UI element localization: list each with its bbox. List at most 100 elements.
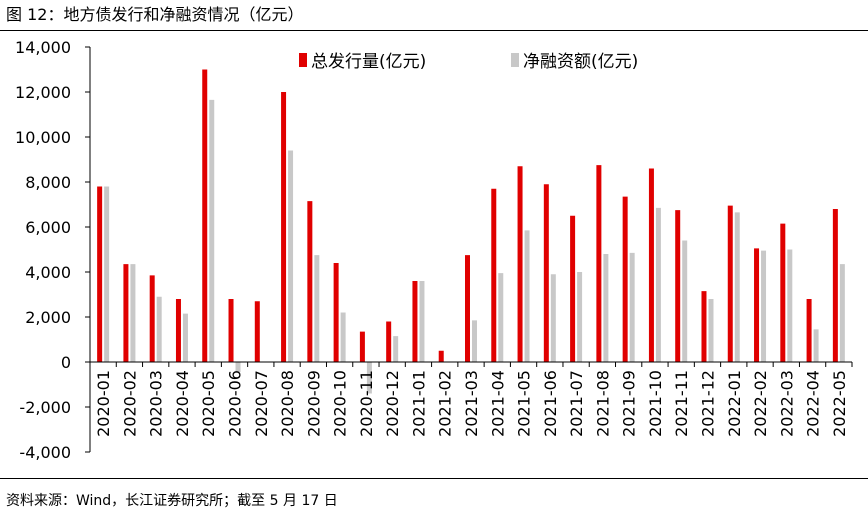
issuance-bar (648, 168, 654, 362)
issuance-bar (281, 92, 287, 362)
x-tick-label: 2020-05 (199, 370, 218, 437)
x-tick-label: 2020-10 (331, 370, 350, 437)
issuance-bar (832, 209, 838, 362)
issuance-bar (780, 223, 786, 362)
net-financing-bar (182, 313, 188, 362)
issuance-bar (806, 299, 812, 362)
x-tick-label: 2021-09 (620, 370, 639, 437)
y-tick-label: 12,000 (15, 83, 71, 102)
issuance-bar (123, 264, 129, 362)
x-tick-label: 2021-10 (646, 370, 665, 437)
x-tick-label: 2020-03 (147, 370, 166, 437)
net-financing-bar (393, 336, 399, 362)
net-financing-bar (787, 249, 793, 362)
issuance-bar (228, 299, 234, 362)
x-tick-label: 2021-01 (409, 370, 428, 437)
net-financing-bar (839, 264, 845, 362)
x-tick-label: 2021-02 (436, 370, 455, 437)
issuance-bar (438, 350, 444, 362)
legend-item-net-financing: 净融资额(亿元) (511, 52, 638, 72)
x-tick-label: 2021-07 (567, 370, 586, 437)
y-tick-label: 8,000 (25, 173, 71, 192)
x-tick-label: 2021-06 (541, 370, 560, 437)
y-tick-label: 2,000 (25, 308, 71, 327)
y-axis-tick-labels: -4,000 -2,000 0 2,000 4,000 6,000 8,000 10,000 1… (15, 38, 71, 462)
net-financing-bar (209, 99, 215, 362)
issuance-bar (97, 186, 103, 362)
x-tick-label: 2020-08 (278, 370, 297, 437)
legend: 总发行量(亿元) 净融资额(亿元) (299, 52, 638, 72)
net-financing-bar (340, 312, 346, 362)
issuance-bar (359, 331, 365, 362)
net-financing-bar (104, 186, 110, 362)
issuance-bar (727, 205, 733, 362)
issuance-bar (412, 281, 418, 362)
x-tick-label: 2020-02 (120, 370, 139, 437)
legend-swatch (511, 53, 519, 67)
net-financing-bar (156, 296, 162, 362)
issuance-bar (701, 291, 707, 362)
issuance-bar (596, 165, 602, 362)
net-financing-bar (708, 299, 714, 362)
net-financing-bar (577, 272, 583, 362)
x-tick-label: 2020-12 (383, 370, 402, 437)
issuance-bar (622, 196, 628, 362)
x-axis-tick-labels: 2020-01 2020-02 2020-03 2020-04 2020-05 2020-… (94, 370, 849, 437)
x-tick-label: 2022-05 (830, 370, 849, 437)
issuance-bar (333, 263, 339, 362)
x-tick-label: 2021-04 (488, 370, 507, 437)
net-financing-bar (550, 274, 556, 362)
issuance-bar (386, 321, 392, 362)
issuance-bar (465, 255, 470, 362)
x-tick-label: 2020-09 (304, 370, 323, 437)
x-tick-label: 2020-04 (173, 370, 192, 437)
x-tick-label: 2021-08 (593, 370, 612, 437)
issuance-bar (543, 184, 549, 362)
figure-title: 图 12：地方债发行和净融资情况（亿元） (6, 5, 304, 24)
net-financing-bar (366, 362, 372, 394)
issuance-bar (675, 210, 681, 362)
net-financing-bar (655, 207, 661, 362)
legend-label: 总发行量(亿元) (311, 52, 426, 72)
net-financing-bar (130, 264, 136, 362)
y-tick-label: -4,000 (19, 443, 71, 462)
issuance-bar (254, 301, 260, 362)
issuance-bar (149, 275, 155, 362)
footer-divider (0, 478, 868, 479)
issuance-bar (175, 299, 181, 362)
net-financing-bar (734, 212, 740, 362)
net-financing-bar (314, 255, 320, 362)
net-financing-bar (288, 150, 294, 362)
net-financing-bar (235, 362, 241, 373)
net-financing-bar (498, 273, 504, 362)
issuance-bar (570, 215, 576, 362)
legend-label: 净融资额(亿元) (523, 52, 638, 72)
x-tick-label: 2021-12 (698, 370, 717, 437)
x-tick-label: 2020-06 (226, 370, 245, 437)
source-note: 资料来源：Wind，长江证券研究所；截至 5 月 17 日 (6, 493, 338, 509)
x-tick-label: 2021-11 (672, 370, 691, 437)
y-tick-label: 6,000 (25, 218, 71, 237)
issuance-bar (517, 166, 523, 362)
x-tick-label: 2020-11 (357, 370, 376, 437)
net-financing-bar (682, 240, 688, 362)
x-tick-label: 2021-03 (462, 370, 481, 437)
y-tick-label: 4,000 (25, 263, 71, 282)
x-tick-label: 2021-05 (515, 370, 534, 437)
x-tick-label: 2022-04 (804, 370, 823, 437)
title-divider (0, 30, 868, 31)
axes (85, 46, 853, 453)
legend-swatch (299, 53, 307, 67)
y-tick-label: -2,000 (19, 398, 71, 417)
x-tick-label: 2022-01 (725, 370, 744, 437)
issuance-bar (754, 248, 760, 362)
x-tick-label: 2022-02 (751, 370, 770, 437)
bar-chart: -4,000 -2,000 0 2,000 4,000 6,000 8,000 10,000 1… (15, 38, 853, 462)
net-financing-bar (603, 254, 609, 362)
net-financing-bar (419, 281, 425, 362)
net-financing-bar (813, 329, 819, 362)
y-tick-label: 14,000 (15, 38, 71, 57)
bars (97, 69, 845, 394)
net-financing-bar (524, 230, 530, 362)
issuance-bar (307, 201, 313, 362)
